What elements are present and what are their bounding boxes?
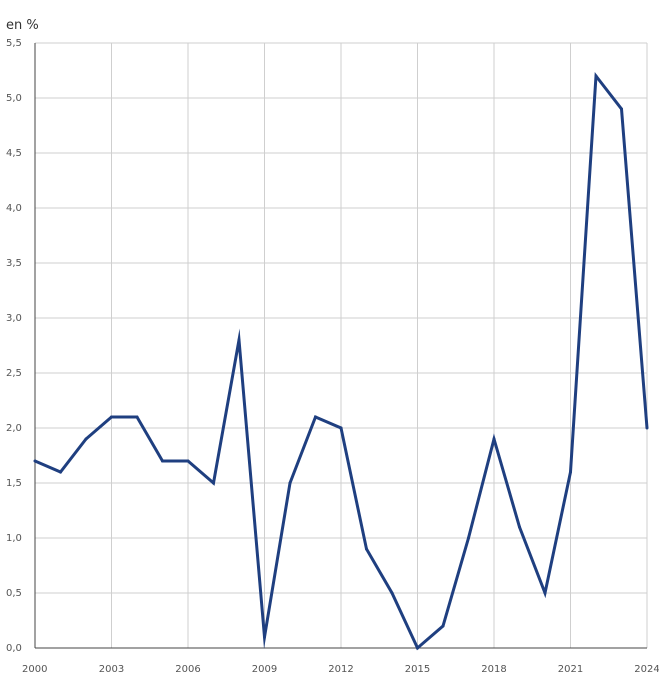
x-tick-label: 2003	[99, 664, 124, 675]
data-point	[237, 338, 241, 342]
y-tick-label: 3,0	[6, 313, 22, 324]
data-point	[569, 470, 572, 474]
data-point	[594, 74, 598, 78]
x-tick-label: 2015	[405, 664, 430, 675]
data-point	[263, 635, 266, 639]
x-axis-tick-labels: 2000 2003 2006 2009 2012 2015 2018 2021 2024	[22, 664, 659, 675]
y-tick-label: 0,0	[6, 643, 22, 654]
y-tick-label: 1,5	[6, 478, 22, 489]
y-tick-label: 1,0	[6, 533, 22, 544]
y-tick-label: 3,5	[6, 258, 22, 269]
data-point	[161, 459, 164, 463]
series-group	[33, 71, 649, 651]
y-tick-label: 0,5	[6, 588, 22, 599]
x-tick-label: 2012	[328, 664, 353, 675]
data-point	[441, 624, 445, 628]
data-point	[84, 437, 88, 441]
x-tick-label: 2021	[558, 664, 583, 675]
data-point	[135, 415, 139, 419]
data-point	[365, 547, 368, 551]
data-point	[492, 437, 496, 441]
data-point	[314, 415, 317, 419]
data-point	[467, 536, 470, 540]
x-tick-label: 2024	[634, 664, 659, 675]
data-point	[390, 591, 394, 595]
data-point	[59, 470, 62, 474]
y-tick-label: 4,0	[6, 203, 22, 214]
vertical-gridlines	[111, 43, 648, 648]
data-point	[33, 459, 37, 463]
y-tick-label: 2,5	[6, 368, 22, 379]
x-tick-label: 2000	[22, 664, 47, 675]
x-tick-label: 2006	[175, 664, 200, 675]
data-point	[543, 591, 547, 595]
y-tick-label: 2,0	[6, 423, 22, 434]
y-tick-label: 4,5	[6, 148, 22, 159]
data-point	[518, 525, 521, 529]
y-axis-tick-labels: 0,0 0,5 1,0 1,5 2,0 2,5 3,0 3,5 4,0 4,5 5,0 5,5	[6, 38, 22, 654]
data-point	[212, 481, 215, 485]
unit-label: en %	[6, 18, 39, 33]
x-tick-label: 2018	[481, 664, 506, 675]
y-tick-label: 5,0	[6, 93, 22, 104]
data-point	[620, 107, 623, 111]
x-tick-label: 2009	[252, 664, 277, 675]
data-point	[416, 646, 419, 650]
data-point	[339, 426, 343, 430]
data-point	[645, 426, 649, 430]
data-point	[288, 481, 292, 485]
data-point	[186, 459, 190, 463]
data-point	[110, 415, 113, 419]
y-tick-label: 5,5	[6, 38, 22, 49]
